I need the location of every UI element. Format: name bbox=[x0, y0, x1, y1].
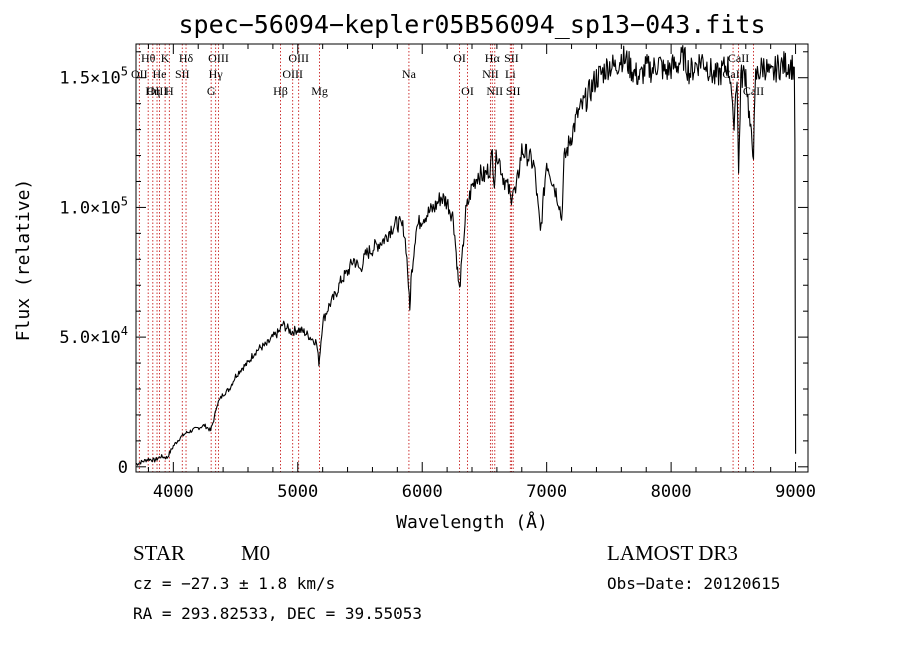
object-class: STAR bbox=[133, 541, 185, 565]
y-tick-mantissa: 1.0×10 bbox=[59, 198, 120, 218]
y-tick-exponent: 5 bbox=[121, 194, 128, 208]
line-label: SII bbox=[506, 84, 521, 98]
x-tick-label: 9000 bbox=[775, 482, 816, 502]
x-tick-label: 7000 bbox=[526, 482, 567, 502]
x-axis-label: Wavelength (Å) bbox=[396, 511, 548, 533]
x-axis-ticks: 4000 5000 6000 7000 8000 9000 bbox=[147, 44, 816, 502]
x-tick-label: 6000 bbox=[402, 482, 443, 502]
line-label: Li bbox=[505, 67, 516, 81]
line-label: SII bbox=[504, 51, 519, 65]
survey-name: LAMOST DR3 bbox=[607, 541, 738, 565]
line-label: Hβ bbox=[273, 84, 288, 98]
y-tick-label: 1.5×105 bbox=[59, 65, 128, 89]
series-layer bbox=[135, 45, 797, 466]
line-label: SII bbox=[175, 67, 190, 81]
line-label: NII bbox=[482, 67, 499, 81]
y-tick-label: 0 bbox=[118, 458, 128, 478]
spectral-line-markers bbox=[138, 44, 754, 472]
object-subclass: M0 bbox=[241, 541, 270, 565]
y-tick-mantissa: 0 bbox=[118, 458, 128, 478]
redshift-text: cz = −27.3 ± 1.8 km/s bbox=[133, 574, 335, 593]
y-tick-exponent: 5 bbox=[121, 65, 128, 79]
line-label: OI bbox=[453, 51, 466, 65]
line-label: Hγ bbox=[209, 67, 224, 81]
y-tick-mantissa: 1.5×10 bbox=[59, 69, 120, 89]
coordinates-text: RA = 293.82533, DEC = 39.55053 bbox=[133, 604, 422, 623]
line-label: NII bbox=[486, 84, 503, 98]
y-tick-label: 1.0×105 bbox=[59, 194, 128, 218]
line-label: CaII bbox=[728, 51, 749, 65]
line-label: Hθ bbox=[141, 51, 156, 65]
y-tick-exponent: 4 bbox=[121, 324, 128, 338]
y-tick-label: 5.0×104 bbox=[59, 324, 128, 348]
x-tick-label: 8000 bbox=[651, 482, 692, 502]
x-tick-label: 4000 bbox=[153, 482, 194, 502]
series-line-flux bbox=[135, 45, 797, 466]
line-label: Hα bbox=[485, 51, 501, 65]
line-label: OIII bbox=[288, 51, 309, 65]
line-label: Mg bbox=[311, 84, 328, 98]
line-label: Hη bbox=[145, 84, 160, 98]
chart-title: spec−56094−kepler05B56094_sp13−043.fits bbox=[179, 10, 766, 39]
obs-date-text: Obs−Date: 20120615 bbox=[607, 574, 780, 593]
line-label: OI bbox=[461, 84, 474, 98]
line-label: OIII bbox=[147, 84, 168, 98]
y-axis-label: Flux (relative) bbox=[13, 179, 34, 342]
x-tick-label: 5000 bbox=[277, 482, 318, 502]
line-label: OIII bbox=[208, 51, 229, 65]
line-label: H bbox=[165, 84, 174, 98]
line-label: OIII bbox=[282, 67, 303, 81]
line-label: G bbox=[207, 84, 216, 98]
plot-frame bbox=[135, 43, 809, 473]
line-label: He bbox=[153, 67, 167, 81]
line-label: Na bbox=[402, 67, 417, 81]
line-label: K bbox=[161, 51, 170, 65]
line-label: Hδ bbox=[179, 51, 194, 65]
line-label: OII bbox=[131, 67, 148, 81]
y-tick-mantissa: 5.0×10 bbox=[59, 328, 120, 348]
